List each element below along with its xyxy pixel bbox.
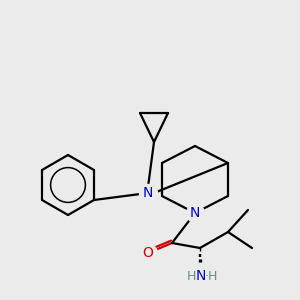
Text: N: N (143, 186, 153, 200)
Text: ·H: ·H (204, 271, 218, 284)
Text: N: N (196, 269, 206, 283)
Text: O: O (142, 246, 153, 260)
Text: H: H (186, 269, 196, 283)
Text: N: N (190, 206, 200, 220)
